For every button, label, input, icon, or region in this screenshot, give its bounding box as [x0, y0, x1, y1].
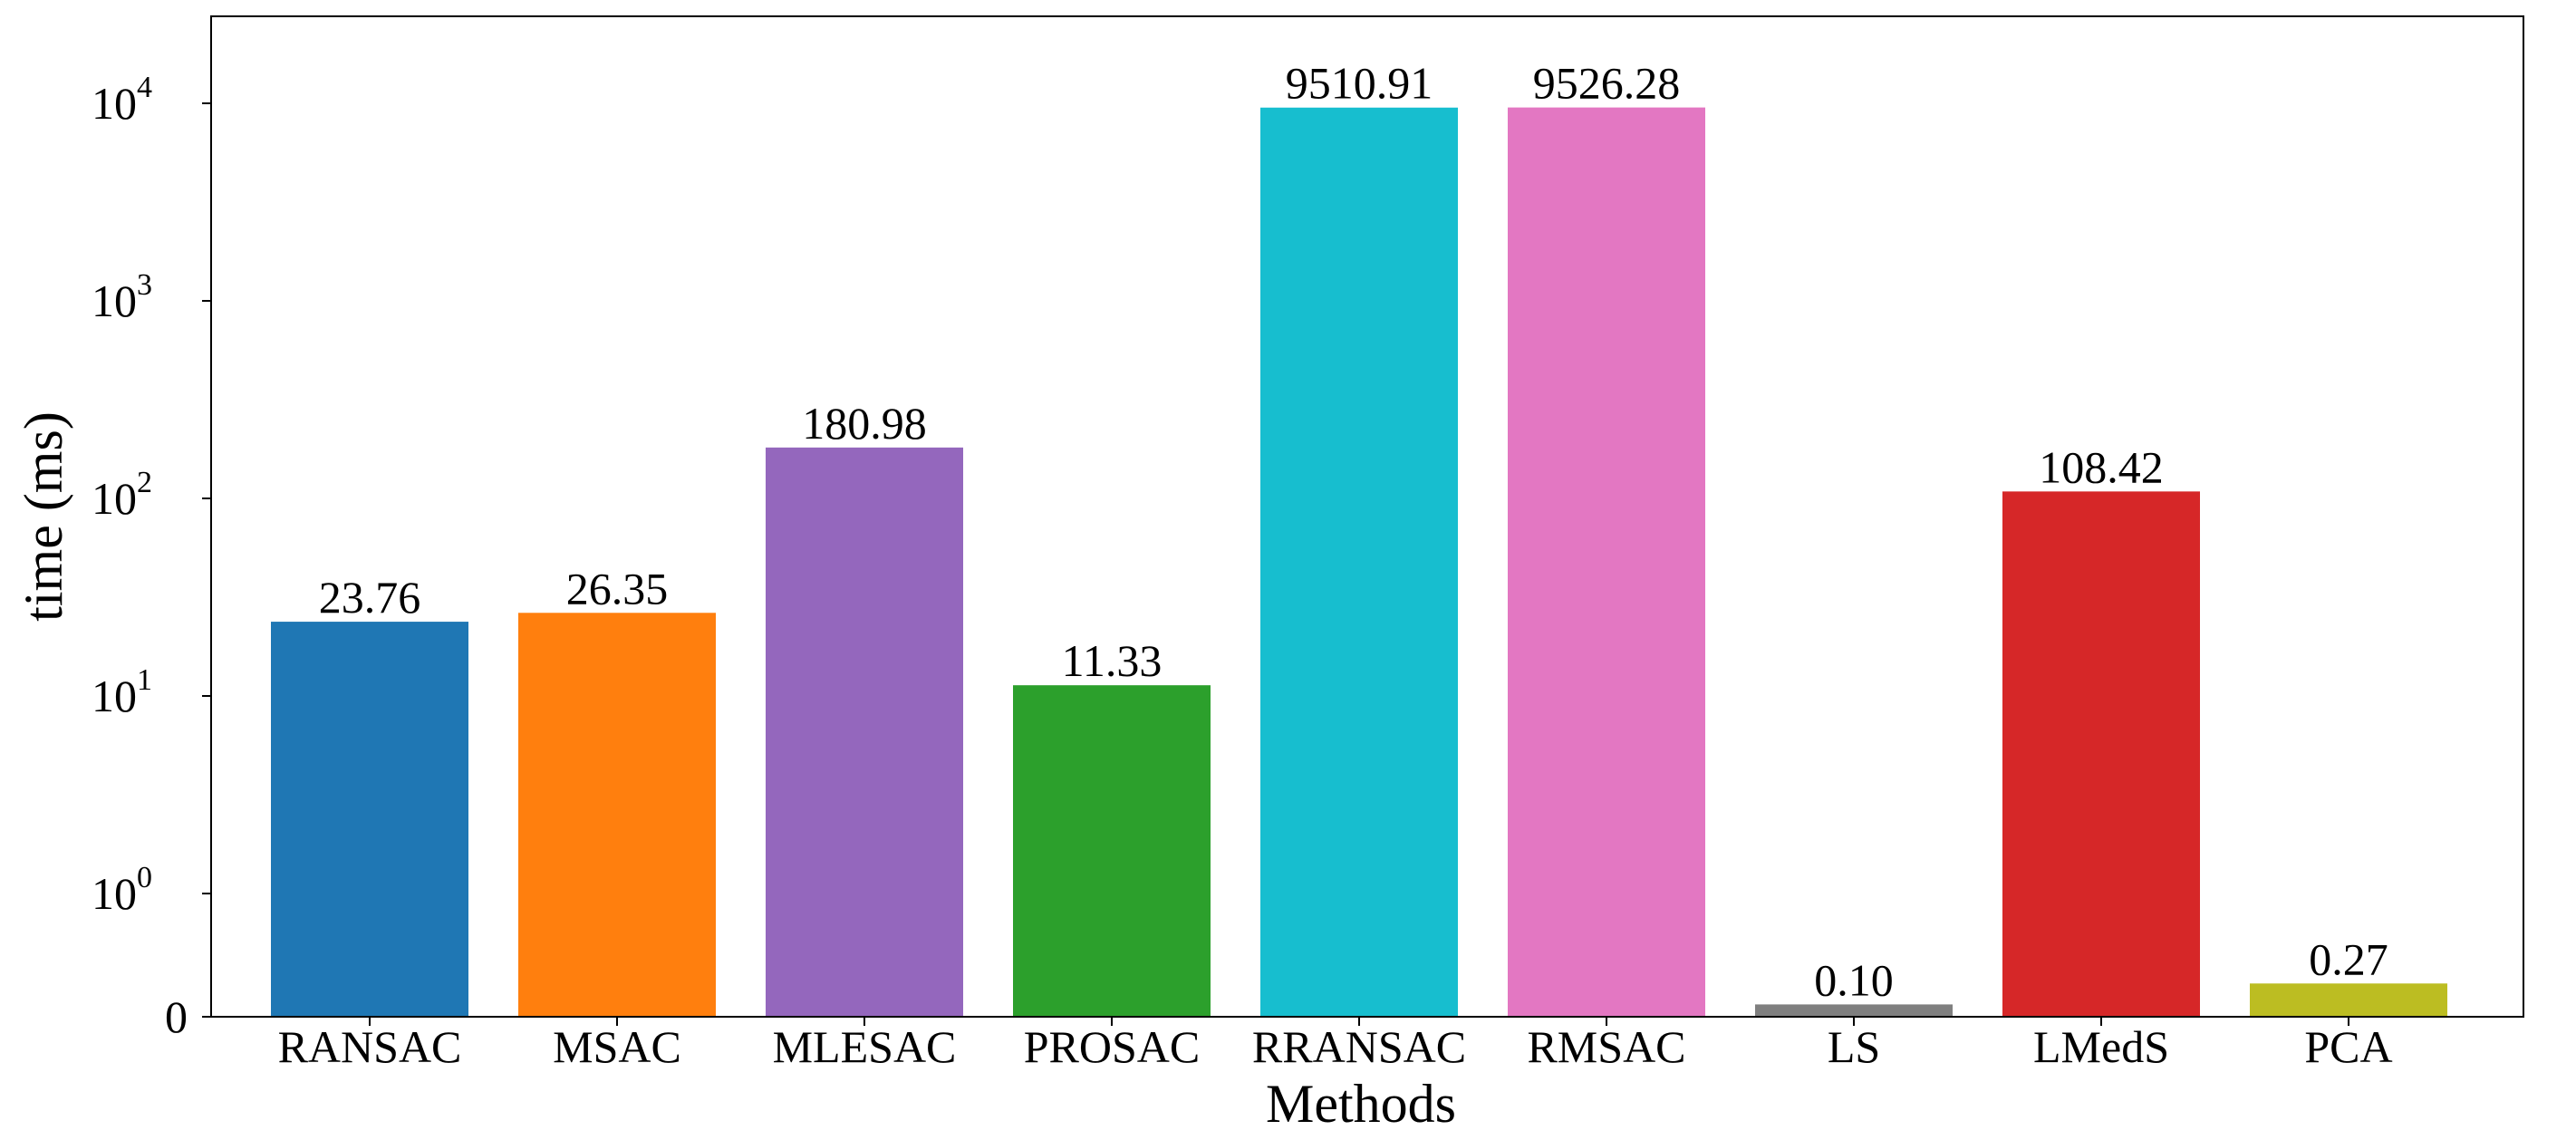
bar-rmsac — [1508, 107, 1705, 1017]
bar-mlesac — [766, 447, 963, 1017]
value-label-rmsac: 9526.28 — [1533, 58, 1681, 109]
value-label-ls: 0.10 — [1814, 954, 1894, 1005]
y-tick-label: 102 — [92, 466, 152, 524]
bars-group — [271, 107, 2447, 1018]
x-tick-label-prosac: PROSAC — [1024, 1021, 1201, 1072]
y-axis-title: time (ms) — [14, 411, 73, 622]
bar-lmeds — [2002, 491, 2200, 1017]
x-tick-label-rransac: RRANSAC — [1252, 1021, 1466, 1072]
value-label-ransac: 23.76 — [319, 572, 421, 623]
value-label-mlesac: 180.98 — [802, 398, 927, 449]
plot-area-frame — [210, 15, 2524, 1018]
value-labels-group: 23.76 26.35 180.98 11.33 9510.91 9526.28 0.10 1… — [319, 58, 2388, 1006]
y-tick-label: 103 — [92, 268, 152, 326]
x-tick-label-mlesac: MLESAC — [773, 1021, 957, 1072]
value-label-pca: 0.27 — [2309, 933, 2388, 984]
bar-ransac — [271, 622, 468, 1017]
y-axis-ticks: 0 100 101 102 103 104 — [92, 71, 211, 1042]
bar-prosac — [1013, 685, 1211, 1017]
bar-ls — [1755, 1004, 1953, 1017]
bar-msac — [518, 613, 716, 1017]
x-tick-label-msac: MSAC — [553, 1021, 681, 1072]
x-tick-label-ls: LS — [1828, 1021, 1880, 1072]
bar-rransac — [1260, 107, 1458, 1018]
value-label-rransac: 9510.91 — [1286, 58, 1433, 109]
y-tick-label: 100 — [92, 861, 152, 919]
x-tick-label-lmeds: LMedS — [2033, 1021, 2169, 1072]
y-tick-label: 104 — [92, 71, 152, 129]
value-label-lmeds: 108.42 — [2039, 441, 2164, 492]
y-tick-label: 0 — [165, 991, 188, 1042]
x-tick-label-ransac: RANSAC — [278, 1021, 462, 1072]
x-tick-label-rmsac: RMSAC — [1527, 1021, 1685, 1072]
x-tick-label-pca: PCA — [2304, 1021, 2392, 1072]
value-label-prosac: 11.33 — [1062, 635, 1163, 686]
y-tick-label: 101 — [92, 663, 152, 721]
value-label-msac: 26.35 — [566, 563, 669, 613]
x-axis-ticks: RANSAC MSAC MLESAC PROSAC RRANSAC RMSAC LS LMed… — [278, 1017, 2393, 1072]
bar-pca — [2250, 983, 2447, 1017]
x-axis-title: Methods — [1266, 1074, 1456, 1134]
